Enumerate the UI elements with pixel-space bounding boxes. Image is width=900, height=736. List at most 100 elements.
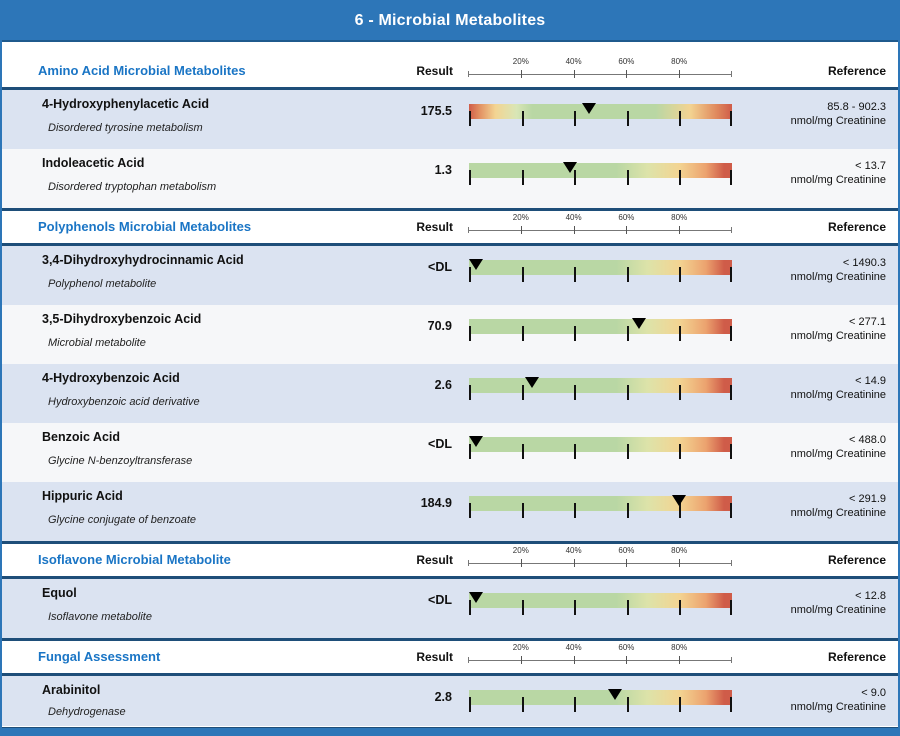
scale-label: 60% bbox=[618, 643, 635, 652]
bar-tick bbox=[521, 170, 524, 185]
scale-end-tick bbox=[468, 560, 469, 566]
section-title: Isoflavone Microbial Metabolite bbox=[38, 552, 231, 567]
reference-range: < 277.1 bbox=[848, 316, 886, 328]
bar-tick bbox=[469, 111, 471, 126]
result-bar-track bbox=[468, 436, 732, 459]
bar-tick bbox=[574, 170, 577, 185]
bar-tick bbox=[521, 326, 524, 341]
scale-end-tick bbox=[731, 560, 732, 566]
analyte-name: Indoleacetic Acid bbox=[42, 156, 145, 170]
reference-block: < 277.1 nmol/mg Creatinine bbox=[791, 315, 886, 343]
analyte-description: Disordered tyrosine metabolism bbox=[48, 122, 203, 134]
reference-range: 85.8 - 902.3 bbox=[827, 101, 886, 113]
bar-tick bbox=[574, 697, 577, 712]
scale-tick bbox=[679, 656, 681, 664]
analyte-name: 3,4-Dihydroxyhydrocinnamic Acid bbox=[42, 253, 244, 267]
reference-unit: nmol/mg Creatinine bbox=[790, 448, 886, 460]
scale-label: 20% bbox=[512, 57, 529, 66]
bar-tick bbox=[574, 326, 577, 341]
bar-tick bbox=[679, 267, 682, 282]
scale-label: 20% bbox=[512, 546, 529, 555]
result-bar-track bbox=[469, 103, 732, 126]
scale-end-tick bbox=[731, 657, 732, 663]
analyte-row: 4-Hydroxybenzoic Acid Hydroxybenzoic aci… bbox=[2, 364, 898, 423]
reference-block: < 12.8 nmol/mg Creatinine bbox=[791, 589, 886, 617]
section-header: Fungal Assessment Result 20% 40% 60% 80% Re… bbox=[2, 638, 898, 676]
bar-tick bbox=[574, 267, 577, 282]
scale-tick bbox=[679, 559, 681, 567]
section-rows: Arabinitol Dehydrogenase 2.8 < 9.0 nmol/… bbox=[2, 676, 898, 726]
reference-column-label: Reference bbox=[827, 650, 886, 664]
scale-end-tick bbox=[731, 227, 732, 233]
section-rows: 3,4-Dihydroxyhydrocinnamic Acid Polyphen… bbox=[2, 246, 898, 541]
bar-tick bbox=[626, 697, 629, 712]
scale-tick bbox=[573, 70, 575, 78]
analyte-name: Benzoic Acid bbox=[42, 430, 121, 444]
bar-tick bbox=[574, 503, 577, 518]
bar-tick bbox=[574, 385, 577, 400]
scale-line bbox=[468, 74, 732, 75]
analyte-name: 3,5-Dihydroxybenzoic Acid bbox=[42, 312, 202, 326]
analyte-name: Arabinitol bbox=[42, 683, 101, 697]
analyte-description: Isoflavone metabolite bbox=[48, 611, 152, 623]
reference-block: < 291.9 nmol/mg Creatinine bbox=[791, 492, 886, 520]
reference-range: < 291.9 bbox=[848, 493, 886, 505]
bar-tick bbox=[521, 503, 524, 518]
scale-tick bbox=[679, 226, 681, 234]
bar-tick bbox=[626, 267, 629, 282]
bar-tick bbox=[626, 503, 629, 518]
bar-tick bbox=[679, 444, 682, 459]
analyte-row: Indoleacetic Acid Disordered tryptophan … bbox=[2, 149, 898, 208]
report-section: Polyphenols Microbial Metabolites Result… bbox=[2, 208, 898, 541]
reference-range: < 488.0 bbox=[848, 434, 886, 446]
scale: 20% 40% 60% 80% bbox=[468, 213, 732, 237]
bar-tick bbox=[574, 600, 577, 615]
scale-label: 80% bbox=[671, 546, 688, 555]
bar-tick bbox=[521, 444, 524, 459]
scale-label: 40% bbox=[565, 57, 582, 66]
section-title: Amino Acid Microbial Metabolites bbox=[38, 63, 246, 78]
analyte-row: 4-Hydroxyphenylacetic Acid Disordered ty… bbox=[2, 90, 898, 149]
result-bar bbox=[469, 378, 732, 393]
result-marker-icon bbox=[468, 592, 483, 603]
scale-tick bbox=[626, 70, 628, 78]
scale-tick bbox=[520, 559, 522, 567]
scale-end-tick bbox=[468, 657, 469, 663]
scale-tick bbox=[520, 226, 522, 234]
result-marker-icon bbox=[468, 436, 483, 447]
bar-tick bbox=[730, 444, 732, 459]
report-section: Isoflavone Microbial Metabolite Result 2… bbox=[2, 541, 898, 638]
result-bar bbox=[469, 593, 732, 608]
scale: 20% 40% 60% 80% bbox=[468, 546, 732, 570]
reference-unit: nmol/mg Creatinine bbox=[790, 507, 886, 519]
bar-tick bbox=[574, 444, 577, 459]
reference-range: < 12.8 bbox=[855, 590, 886, 602]
analyte-name: 4-Hydroxyphenylacetic Acid bbox=[42, 97, 209, 111]
section-title: Fungal Assessment bbox=[38, 649, 161, 664]
bar-tick bbox=[730, 503, 732, 518]
result-value: 175.5 bbox=[420, 104, 452, 118]
bar-tick bbox=[521, 111, 524, 126]
result-marker-icon bbox=[468, 259, 483, 270]
section-header: Isoflavone Microbial Metabolite Result 2… bbox=[2, 541, 898, 579]
scale-label: 20% bbox=[512, 643, 529, 652]
bar-tick bbox=[730, 267, 732, 282]
result-bar-track bbox=[469, 318, 732, 341]
scale-label: 60% bbox=[618, 57, 635, 66]
scale-tick bbox=[520, 656, 522, 664]
reference-block: < 1490.3 nmol/mg Creatinine bbox=[791, 256, 886, 284]
reference-unit: nmol/mg Creatinine bbox=[790, 115, 886, 127]
result-value: 2.6 bbox=[434, 378, 452, 392]
scale-label: 20% bbox=[512, 213, 529, 222]
scale-tick bbox=[573, 656, 575, 664]
bar-tick bbox=[679, 503, 682, 518]
analyte-row: Hippuric Acid Glycine conjugate of benzo… bbox=[2, 482, 898, 541]
analyte-name: 4-Hydroxybenzoic Acid bbox=[42, 371, 180, 385]
result-value: 184.9 bbox=[420, 496, 452, 510]
scale-tick bbox=[626, 226, 628, 234]
bar-tick bbox=[469, 326, 471, 341]
analyte-row: 3,4-Dihydroxyhydrocinnamic Acid Polyphen… bbox=[2, 246, 898, 305]
bar-tick bbox=[679, 111, 682, 126]
reference-column-label: Reference bbox=[827, 220, 886, 234]
